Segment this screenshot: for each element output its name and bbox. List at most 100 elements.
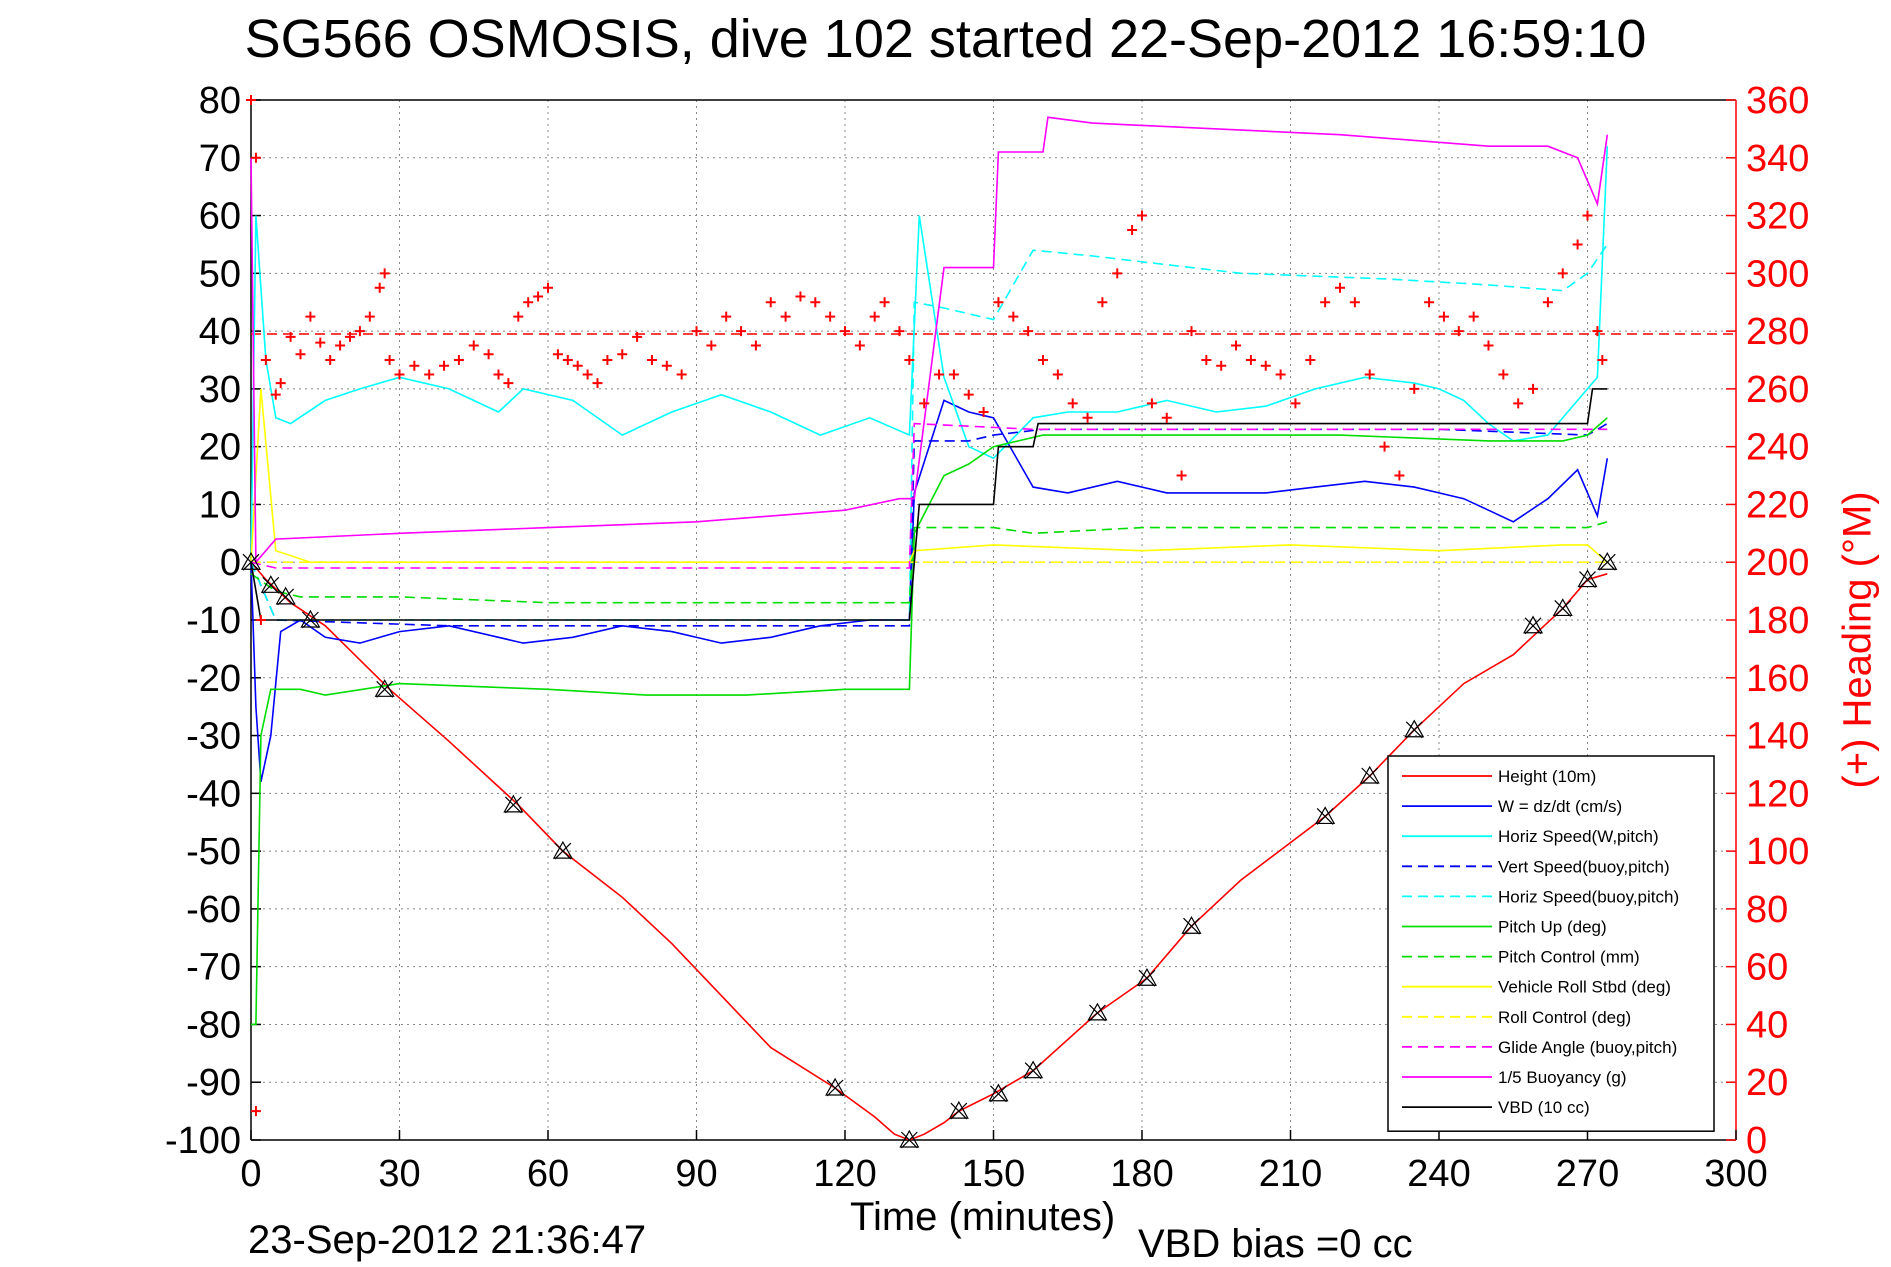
y-tick-label: -40 (186, 773, 241, 815)
dive-marker (1181, 915, 1202, 935)
heading-point (736, 326, 747, 337)
heading-point (255, 615, 266, 625)
y2-tick-label: 180 (1746, 600, 1809, 642)
x-tick-label: 120 (813, 1153, 876, 1195)
heading-point (1483, 340, 1494, 351)
y2-tick-label: 100 (1746, 831, 1809, 873)
heading-point (1216, 360, 1227, 371)
heading-point (260, 355, 271, 365)
heading-point (934, 369, 945, 380)
axes: 0 30 60 90 120 150 180 210 240 270 300807060504030… (165, 80, 1809, 1195)
y-tick-label: 80 (199, 80, 241, 122)
dive-marker (1523, 615, 1544, 635)
x-tick-label: 90 (675, 1153, 717, 1195)
x-tick-label: 210 (1259, 1153, 1322, 1195)
heading-point (632, 331, 643, 342)
heading-point (592, 378, 603, 389)
dive-markers (240, 551, 1618, 1149)
heading-point (795, 291, 806, 302)
heading-point (1008, 311, 1019, 322)
heading-point (523, 297, 534, 308)
y-tick-label: -20 (186, 658, 241, 700)
heading-point (661, 360, 672, 371)
y-tick-label: -50 (186, 831, 241, 873)
heading-point (562, 355, 573, 365)
heading-point (285, 331, 296, 342)
series-line (250, 146, 1609, 563)
heading-point (345, 331, 355, 342)
heading-point (1082, 412, 1093, 423)
heading-point (1146, 398, 1157, 409)
chart-title: SG566 OSMOSIS, dive 102 started 22-Sep-2… (244, 9, 1647, 69)
dive-marker (1552, 598, 1573, 617)
heading-point (904, 355, 915, 365)
heading-point (1186, 326, 1197, 337)
heading-point (1572, 239, 1583, 250)
heading-point (1542, 297, 1553, 308)
heading-point (1528, 383, 1539, 394)
heading-point (572, 360, 583, 371)
series-line (250, 399, 1609, 782)
series-line (250, 422, 1608, 627)
heading-point (1349, 297, 1360, 308)
heading-point (1513, 398, 1524, 409)
heading-point (750, 340, 761, 351)
heading-point (305, 311, 316, 322)
heading-point (780, 311, 791, 322)
heading-point (1201, 355, 1212, 365)
heading-point (468, 340, 479, 351)
heading-point (1438, 311, 1449, 322)
heading-point (1409, 383, 1420, 394)
heading-point (869, 311, 880, 322)
legend-box (1387, 755, 1715, 1132)
heading-point (325, 355, 336, 365)
heading-point (1112, 268, 1123, 279)
y2-tick-label: 320 (1746, 196, 1809, 238)
heading-point (919, 398, 930, 409)
heading-point (676, 369, 687, 380)
heading-point (384, 355, 395, 365)
heading-point (250, 1106, 261, 1117)
legend-label: 1/5 Buoyancy (g) (1498, 1068, 1627, 1087)
heading-point (275, 378, 286, 389)
series-line (250, 521, 1608, 604)
heading-point (825, 311, 836, 322)
heading-point (854, 340, 865, 351)
heading-point (453, 355, 464, 365)
heading-point (963, 389, 974, 400)
dive-marker (1087, 1002, 1108, 1022)
heading-point (879, 297, 890, 308)
y-tick-label: -80 (186, 1004, 241, 1046)
y2-tick-label: 360 (1746, 80, 1809, 122)
heading-point (409, 360, 420, 371)
legend-label: Pitch Up (deg) (1498, 918, 1607, 937)
heading-point (810, 297, 821, 308)
heading-point (1394, 470, 1405, 481)
legend-label: Roll Control (deg) (1498, 1008, 1631, 1027)
heading-point (533, 291, 544, 302)
legend-label: Vert Speed(buoy,pitch) (1498, 857, 1670, 876)
y2-tick-label: 260 (1746, 369, 1809, 411)
heading-point (582, 369, 593, 380)
legend-label: Glide Angle (buoy,pitch) (1498, 1038, 1677, 1057)
y-tick-label: -60 (186, 889, 241, 931)
legend-label: Horiz Speed(buoy,pitch) (1498, 887, 1679, 906)
x-tick-label: 270 (1556, 1153, 1619, 1195)
dive-marker (1315, 806, 1336, 825)
heading-point (978, 407, 989, 417)
y-tick-label: -10 (186, 600, 241, 642)
heading-point (706, 340, 717, 351)
heading-point (1127, 225, 1138, 235)
series-lines (250, 116, 1609, 1141)
y2-tick-label: 20 (1746, 1062, 1788, 1104)
heading-point (1582, 210, 1593, 221)
heading-point (1176, 470, 1187, 481)
y-tick-label: -90 (186, 1062, 241, 1104)
dive-marker (825, 1077, 846, 1097)
y-tick-label: 40 (199, 311, 241, 353)
x-tick-label: 30 (378, 1153, 420, 1195)
heading-point (543, 282, 553, 293)
heading-point (894, 326, 905, 337)
